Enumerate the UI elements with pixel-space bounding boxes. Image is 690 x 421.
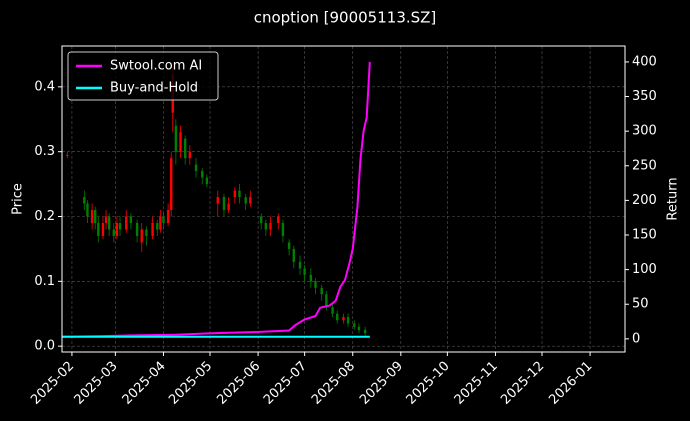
y-tick-label: 0.3 xyxy=(34,144,55,159)
candle-body xyxy=(269,222,272,230)
candle-body xyxy=(97,222,100,236)
y2-tick-label: 50 xyxy=(632,297,649,312)
x-tick-label: 2025-03 xyxy=(72,359,121,408)
x-tick-label: 2025-06 xyxy=(214,359,263,408)
candle-body xyxy=(298,261,302,269)
candle-body xyxy=(227,203,230,211)
candle-body xyxy=(90,210,94,223)
candle-body xyxy=(166,210,170,223)
candle-body xyxy=(342,316,345,321)
candle-body xyxy=(170,158,173,211)
y2-tick-label: 150 xyxy=(632,228,657,243)
candle-body xyxy=(331,307,334,314)
candle-body xyxy=(145,229,148,236)
candle-body xyxy=(194,164,198,172)
candle-body xyxy=(159,216,162,230)
candle-body xyxy=(222,197,226,211)
candle-body xyxy=(259,216,263,223)
legend-box xyxy=(67,51,219,101)
return-line xyxy=(62,61,371,338)
candle-body xyxy=(174,125,178,152)
x-tick-label: 2025-07 xyxy=(261,359,310,408)
x-tick-label: 2025-11 xyxy=(452,359,501,408)
candle-body xyxy=(135,222,139,236)
x-tick-label: 2025-08 xyxy=(309,359,358,408)
candle-body xyxy=(363,329,367,334)
x-tick-label: 2026-01 xyxy=(546,359,595,408)
legend-label: Swtool.com AI xyxy=(110,59,202,74)
y2-tick-label: 100 xyxy=(632,262,657,277)
candle-body xyxy=(104,216,108,223)
candle-body xyxy=(264,222,268,230)
candle-body xyxy=(188,151,192,159)
candle-body xyxy=(118,222,122,230)
candle-body xyxy=(346,316,350,324)
y-tick-label: 0.1 xyxy=(34,274,55,289)
plot-frame xyxy=(61,45,626,353)
candle-body xyxy=(309,274,313,282)
candle-body xyxy=(238,190,241,198)
candle-body xyxy=(107,216,111,230)
y2-tick-label: 0 xyxy=(632,331,640,346)
candle-body xyxy=(151,222,154,236)
candle-body xyxy=(277,216,280,223)
candle-body xyxy=(314,281,317,288)
y-tick-label: 0.0 xyxy=(34,339,55,354)
x-tick-label: 2025-05 xyxy=(166,359,215,408)
y2-tick-label: 200 xyxy=(632,193,657,208)
candle-body xyxy=(115,222,119,236)
x-tick-label: 2025-10 xyxy=(404,359,453,408)
candle-body xyxy=(140,229,143,243)
x-tick-label: 2025-12 xyxy=(498,359,547,408)
candle-body xyxy=(205,177,209,185)
candle-body xyxy=(303,268,306,275)
y2-tick-label: 300 xyxy=(632,124,657,139)
y-tick-label: 0.2 xyxy=(34,209,55,224)
y2-tick-label: 350 xyxy=(632,89,657,104)
y2-tick-label: 250 xyxy=(632,158,657,173)
candle-body xyxy=(287,242,291,249)
candle-body xyxy=(320,287,323,295)
candle-body xyxy=(325,294,328,308)
candle-body xyxy=(162,216,165,223)
candle-body xyxy=(336,313,339,321)
candle-body xyxy=(93,210,97,223)
candle-body xyxy=(233,190,237,198)
candle-body xyxy=(244,197,247,204)
candle-body xyxy=(292,248,295,262)
candle-body xyxy=(216,197,219,204)
candle-body xyxy=(66,154,69,156)
candle-body xyxy=(125,216,128,230)
candle-body xyxy=(249,197,252,204)
chart-title: cnoption [90005113.SZ] xyxy=(254,9,437,27)
candle-body xyxy=(101,222,105,236)
x-tick-label: 2025-04 xyxy=(120,359,169,408)
candle-body xyxy=(129,216,133,223)
legend-label: Buy-and-Hold xyxy=(110,81,198,96)
candle-body xyxy=(112,229,116,236)
y-axis-label: Price xyxy=(11,183,26,215)
y2-tick-label: 400 xyxy=(632,54,657,69)
candle-body xyxy=(179,132,182,152)
candle-body xyxy=(281,222,285,236)
candle-body xyxy=(83,197,86,204)
x-tick-label: 2025-02 xyxy=(28,359,77,408)
x-tick-label: 2025-09 xyxy=(357,359,406,408)
candle-body xyxy=(357,326,361,330)
y2-axis-label: Return xyxy=(666,177,681,220)
candle-body xyxy=(201,171,204,178)
candle-body xyxy=(353,323,356,327)
candle-body xyxy=(86,203,89,217)
candle-body xyxy=(183,138,187,159)
y-tick-label: 0.4 xyxy=(34,79,55,94)
candle-body xyxy=(156,222,159,230)
